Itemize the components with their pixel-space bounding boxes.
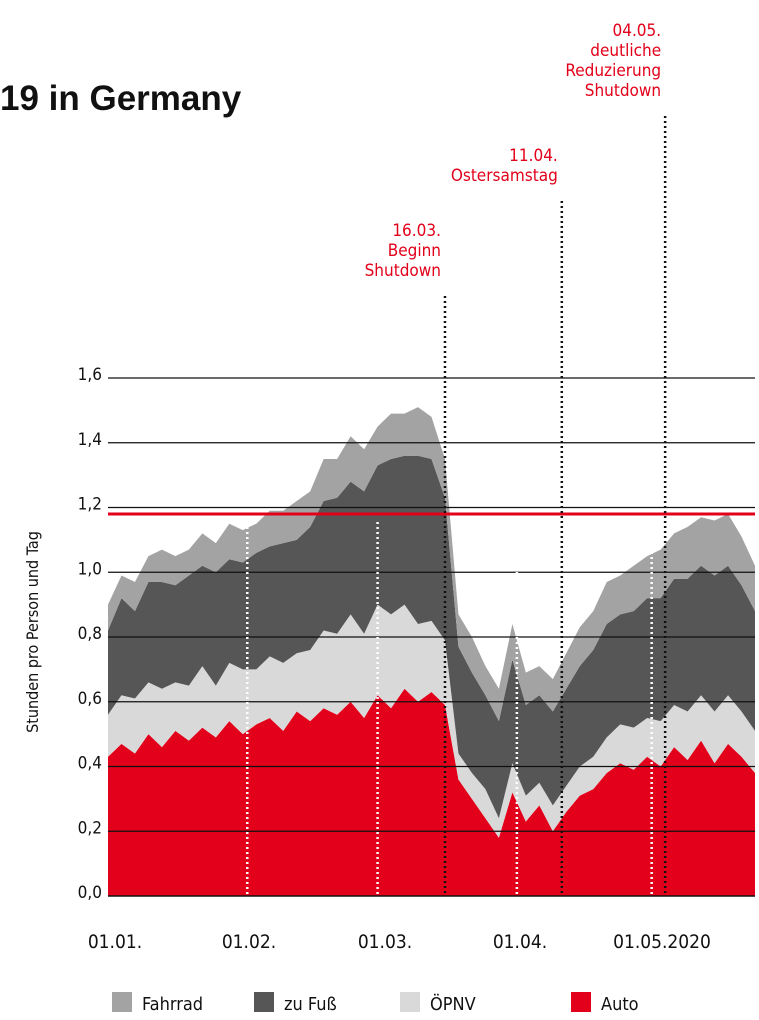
- area-series-1: [108, 604, 755, 838]
- x-tick-label: 01.05.2020: [613, 931, 711, 953]
- grid-layer: [108, 377, 755, 897]
- y-tick-label: 0,6: [78, 689, 102, 709]
- y-tick-label: 1,0: [78, 559, 102, 579]
- legend-swatch: [571, 992, 591, 1012]
- legend-label: ÖPNV: [430, 993, 476, 1015]
- area-series-3: [108, 407, 755, 722]
- legend-swatch: [400, 992, 420, 1012]
- y-axis-label: Stunden pro Person und Tag: [23, 531, 42, 733]
- x-tick-label: 01.03.: [358, 931, 412, 953]
- legend: Fahrrad zu Fuß ÖPNV Auto: [112, 992, 639, 1015]
- event-layer: 16.03.BeginnShutdown11.04.Ostersamstag04…: [365, 21, 667, 896]
- area-layer: [108, 407, 755, 896]
- y-tick-label: 0,8: [78, 624, 102, 644]
- y-tick-label: 0,2: [78, 818, 102, 838]
- y-ticks: 0,0 0,2 0,4 0,6 0,8 1,0 1,2 1,4 1,6: [78, 365, 102, 903]
- y-tick-label: 1,2: [78, 495, 102, 515]
- legend-label: zu Fuß: [284, 994, 337, 1015]
- legend-swatch: [254, 992, 274, 1012]
- event-label: 04.05.: [612, 21, 661, 41]
- x-tick-label: 01.01.: [88, 931, 142, 953]
- legend-label: Fahrrad: [142, 994, 203, 1015]
- legend-label: Auto: [601, 994, 639, 1015]
- x-ticks: 01.01. 01.02. 01.03. 01.04. 01.05.2020: [88, 931, 711, 953]
- legend-swatch: [112, 992, 132, 1012]
- x-tick-label: 01.04.: [493, 931, 547, 953]
- event-label: Ostersamstag: [451, 166, 558, 186]
- event-label: Shutdown: [585, 81, 661, 101]
- x-tick-label: 01.02.: [222, 931, 276, 953]
- y-tick-label: 0,4: [78, 754, 102, 774]
- y-tick-label: 1,6: [78, 365, 102, 385]
- area-series-0: [108, 688, 755, 896]
- event-label: Shutdown: [365, 261, 441, 281]
- event-label: 16.03.: [392, 221, 441, 241]
- event-label: deutliche: [590, 41, 661, 61]
- y-tick-label: 1,4: [78, 430, 102, 450]
- event-label: 11.04.: [509, 146, 558, 166]
- event-label: Reduzierung: [565, 61, 661, 81]
- y-tick-label: 0,0: [78, 883, 102, 903]
- chart-title: 19 in Germany: [0, 79, 242, 118]
- event-label: Beginn: [388, 241, 441, 261]
